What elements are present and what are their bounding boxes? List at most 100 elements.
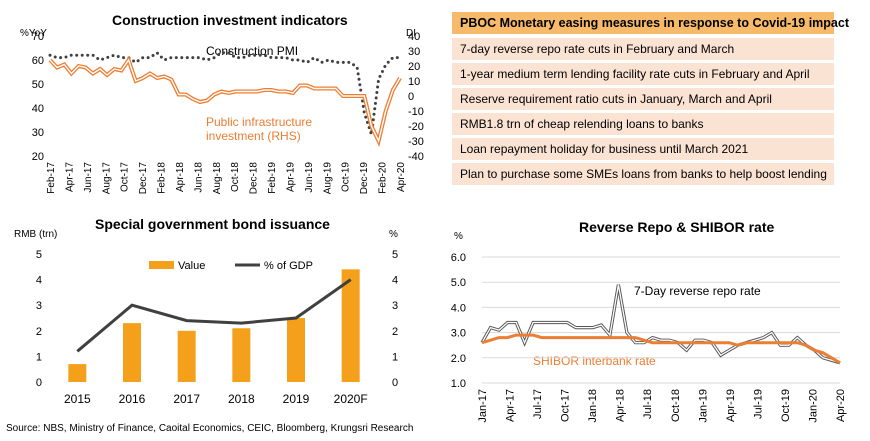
- x-tick-label: Feb-18: [157, 162, 168, 194]
- x-tick-label: Jun-18: [193, 162, 204, 193]
- x-tick-label: Dec-18: [249, 162, 260, 195]
- annotation-infra-2: investment (RHS): [206, 129, 301, 143]
- x-tick-label: Jul-19: [752, 389, 764, 419]
- series-line-repo-inner: [481, 284, 841, 364]
- x-tick-label: Apr-20: [396, 162, 407, 192]
- x-tick-label: Jul-17: [532, 389, 544, 419]
- x-tick-label: 2020F: [334, 392, 368, 406]
- construction-chart-svg: %YoY DI Construction PMI Public infrastr…: [20, 28, 424, 195]
- x-tick-label: Dec-19: [359, 162, 370, 195]
- right-tick-label: 0: [392, 377, 398, 389]
- right-axis-unit: %: [389, 229, 398, 240]
- x-tick-label: Feb-20: [378, 162, 389, 194]
- bar-value: [123, 323, 141, 382]
- chart-title: Reverse Repo & SHIBOR rate: [579, 219, 775, 235]
- x-tick-label: Jul-18: [642, 389, 654, 419]
- left-tick-label: 6.0: [451, 252, 466, 264]
- right-tick-label: 10: [408, 76, 420, 88]
- x-tick-label: Jan-17: [477, 389, 489, 423]
- left-tick-label: 4: [36, 275, 42, 287]
- source-note: Source: NBS, Ministry of Finance, Caoita…: [6, 423, 414, 434]
- bar-value: [68, 364, 87, 382]
- left-tick-label: 2: [36, 326, 42, 338]
- x-tick-label: Dec-17: [138, 162, 149, 195]
- right-tick-label: 5: [392, 249, 398, 261]
- left-tick-label: 40: [32, 103, 44, 115]
- legend-gdp-label: % of GDP: [264, 260, 313, 272]
- chart-title: Special government bond issuance: [95, 216, 330, 232]
- repo-chart-svg: % 7-Day reverse repo rate SHIBOR interba…: [451, 231, 847, 423]
- x-tick-label: 2016: [119, 392, 146, 406]
- pboc-measures-box: PBOC Monetary easing measures in respons…: [452, 12, 849, 185]
- right-axis-unit: DI: [406, 28, 416, 39]
- left-tick-label: 5.0: [451, 277, 466, 289]
- left-tick-label: 70: [32, 31, 44, 43]
- left-axis-unit: %YoY: [20, 28, 47, 39]
- right-tick-label: 30: [408, 46, 420, 58]
- x-tick-label: 2015: [64, 392, 91, 406]
- x-tick-label: Apr-20: [835, 389, 847, 422]
- x-tick-label: Aug-18: [212, 162, 223, 195]
- left-tick-label: 50: [32, 79, 44, 91]
- x-tick-label: Apr-18: [615, 389, 627, 422]
- left-tick-label: 1: [36, 351, 42, 363]
- x-tick-label: 2019: [283, 392, 310, 406]
- right-tick-label: 20: [408, 61, 420, 73]
- pboc-item: 7-day reverse repo rate cuts in February…: [452, 38, 834, 60]
- left-tick-label: 3: [36, 300, 42, 312]
- x-tick-label: Jan-19: [697, 389, 709, 423]
- x-tick-label: Oct-18: [230, 162, 241, 192]
- x-tick-label: Jan-18: [587, 389, 599, 423]
- right-tick-label: 3: [392, 300, 398, 312]
- left-axis-unit: %: [454, 231, 463, 242]
- left-tick-label: 3.0: [451, 328, 466, 340]
- x-tick-label: Jun-17: [83, 162, 94, 193]
- right-tick-label: 1: [392, 351, 398, 363]
- series-line-infrastructure: [49, 58, 401, 144]
- right-tick-label: 40: [408, 31, 420, 43]
- right-tick-label: -10: [408, 106, 424, 118]
- left-axis-unit: RMB (trn): [14, 229, 57, 240]
- x-tick-label: 2017: [173, 392, 200, 406]
- x-tick-label: Apr-19: [285, 162, 296, 192]
- right-tick-label: -30: [408, 136, 424, 148]
- x-tick-label: Jun-19: [304, 162, 315, 193]
- bar-value: [177, 330, 196, 382]
- right-tick-label: 2: [392, 326, 398, 338]
- pboc-item: Reserve requirement ratio cuts in Januar…: [452, 88, 834, 110]
- x-tick-label: Feb-17: [46, 162, 57, 194]
- x-tick-label: Oct-17: [560, 389, 572, 422]
- pboc-item: Plan to purchase some SMEs loans from ba…: [452, 163, 834, 185]
- bar-value: [341, 269, 360, 382]
- x-tick-label: Aug-17: [101, 162, 112, 195]
- right-tick-label: 4: [392, 275, 398, 287]
- annotation-shibor: SHIBOR interbank rate: [533, 354, 656, 368]
- bar-value: [287, 318, 305, 382]
- annotation-pmi: Construction PMI: [206, 44, 298, 58]
- right-tick-label: 0: [408, 91, 414, 103]
- pboc-item: Loan repayment holiday for business unti…: [452, 138, 834, 160]
- x-tick-label: Oct-18: [670, 389, 682, 422]
- x-tick-label: Apr-17: [64, 162, 75, 192]
- x-tick-label: Oct-19: [341, 162, 352, 192]
- bar-value: [232, 328, 251, 382]
- x-tick-label: Aug-19: [322, 162, 333, 195]
- pboc-item: RMB1.8 trn of cheap relending loans to b…: [452, 113, 834, 135]
- left-tick-label: 60: [32, 55, 44, 67]
- pboc-title: PBOC Monetary easing measures in respons…: [452, 12, 849, 35]
- series-line-shibor: [481, 333, 841, 365]
- x-tick-label: Apr-18: [175, 162, 186, 192]
- left-tick-label: 2.0: [451, 353, 466, 365]
- chart-title: Construction investment indicators: [112, 12, 348, 28]
- series-line-gdp: [76, 278, 352, 353]
- left-tick-label: 30: [32, 127, 44, 139]
- left-tick-label: 20: [32, 151, 44, 163]
- right-tick-label: -20: [408, 121, 424, 133]
- pboc-item: 1-year medium term lending facility rate…: [452, 63, 834, 85]
- x-tick-label: Apr-19: [725, 389, 737, 422]
- annotation-repo: 7-Day reverse repo rate: [634, 284, 761, 298]
- annotation-infra-1: Public infrastructure: [206, 115, 312, 129]
- right-tick-label: -40: [408, 151, 424, 163]
- left-tick-label: 1.0: [451, 378, 466, 390]
- x-tick-label: Jan-20: [807, 389, 819, 423]
